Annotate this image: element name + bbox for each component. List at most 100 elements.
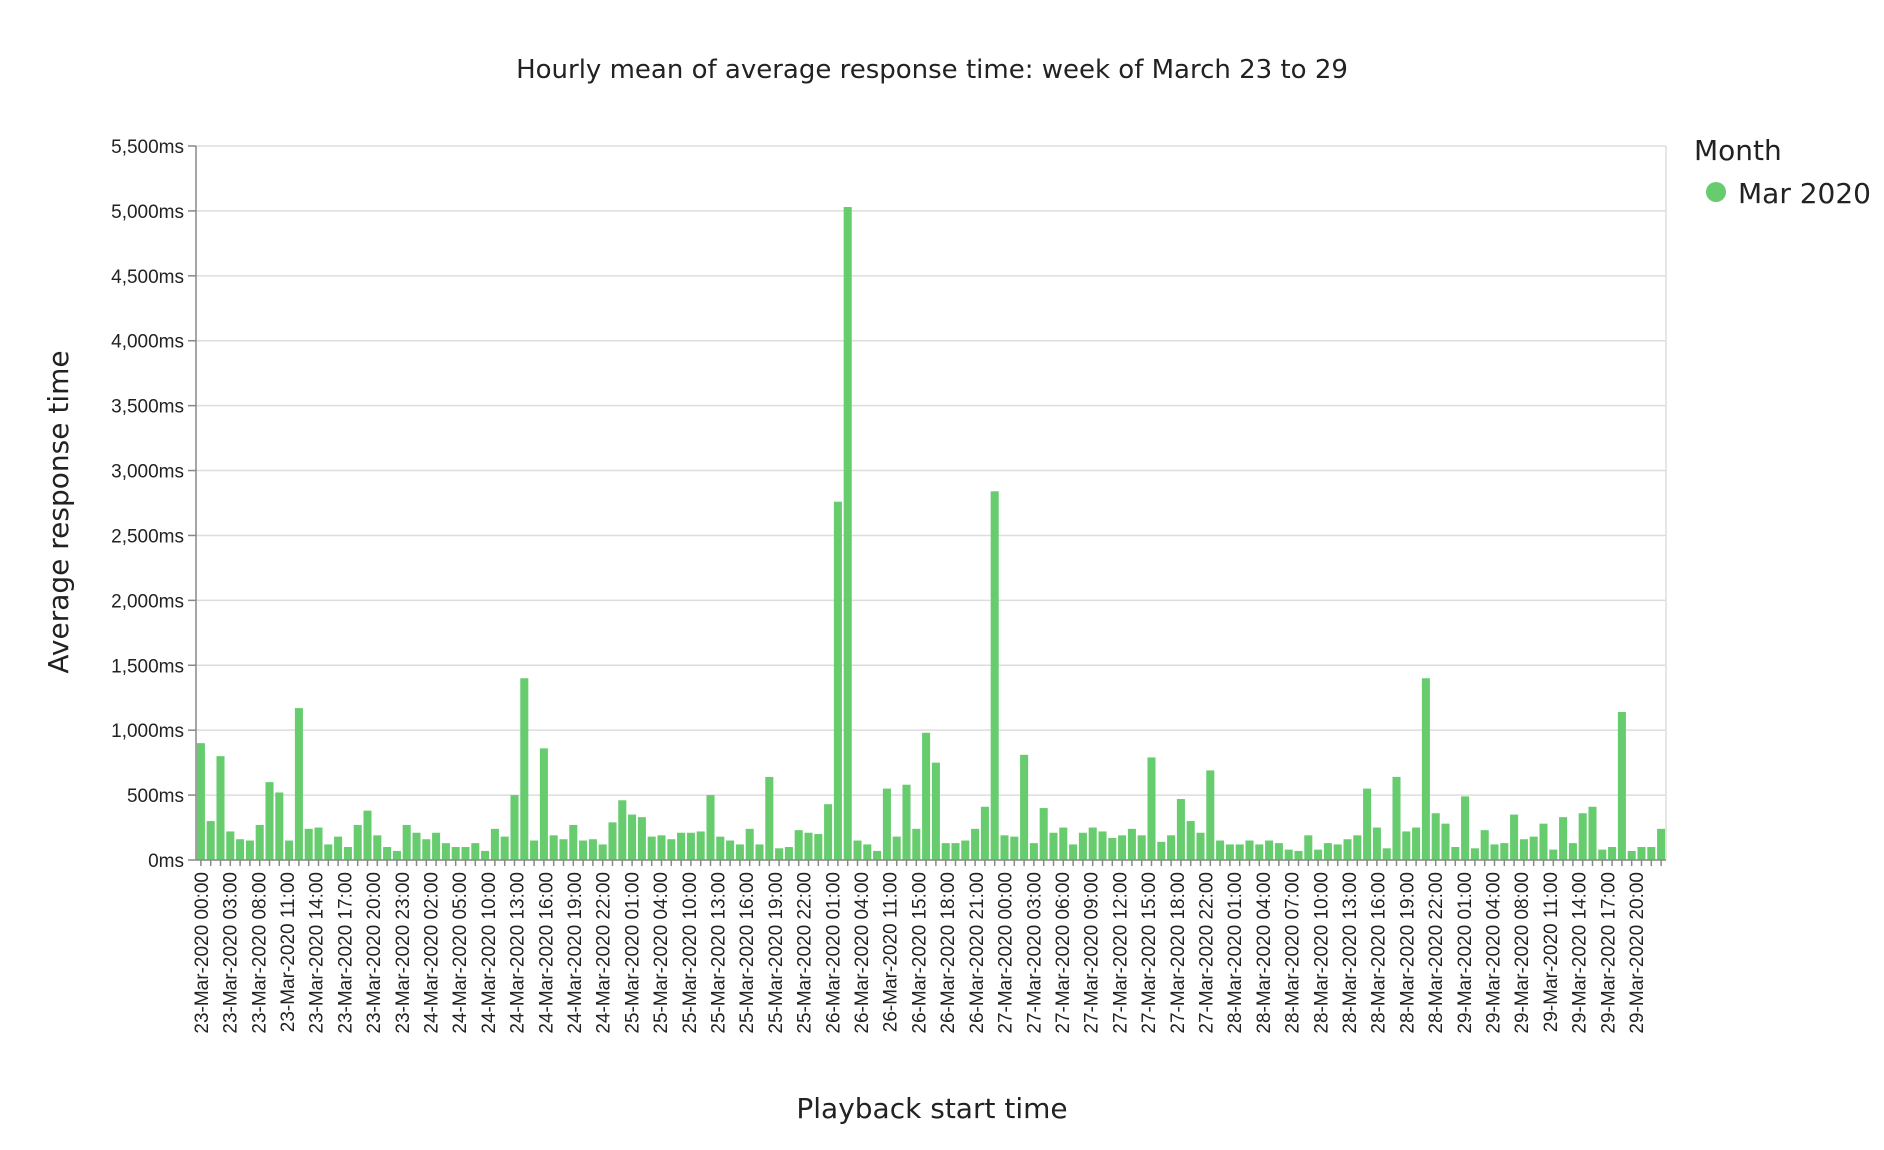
bar	[569, 824, 578, 860]
bar	[1333, 844, 1342, 860]
bar	[530, 840, 539, 860]
bar	[265, 782, 274, 860]
bar	[922, 732, 931, 860]
bar	[1343, 839, 1352, 860]
bar	[1402, 831, 1411, 860]
x-tick-label: 27-Mar-2020 15:00	[1139, 872, 1160, 1034]
bar	[1176, 798, 1185, 860]
bar	[637, 817, 646, 860]
bar	[490, 828, 499, 860]
bar	[1441, 823, 1450, 860]
bar	[961, 840, 970, 860]
x-tick-label: 25-Mar-2020 16:00	[737, 872, 758, 1034]
x-tick-label: 27-Mar-2020 00:00	[996, 872, 1017, 1034]
bar	[716, 836, 725, 860]
grid-layer	[196, 145, 1667, 861]
bar	[334, 836, 343, 860]
bar	[628, 814, 637, 860]
bar	[990, 491, 999, 860]
y-tick-label: 0ms	[148, 851, 184, 872]
bar	[245, 840, 254, 860]
y-tick-label: 4,000ms	[111, 332, 184, 353]
bar	[539, 748, 548, 860]
bar	[1265, 840, 1274, 860]
x-tick-label: 26-Mar-2020 18:00	[938, 872, 959, 1034]
bar	[1568, 843, 1577, 860]
bar	[1167, 835, 1176, 860]
legend-swatch	[1706, 182, 1726, 202]
x-tick-label: 26-Mar-2020 21:00	[967, 872, 988, 1034]
bar	[1470, 848, 1479, 860]
bar	[677, 832, 686, 860]
bar	[275, 792, 284, 860]
bar	[432, 832, 441, 860]
x-tick-label: 25-Mar-2020 13:00	[709, 872, 730, 1034]
bar	[980, 806, 989, 860]
bar	[559, 839, 568, 860]
bar	[647, 836, 656, 860]
bar	[1127, 828, 1136, 860]
legend-title: Month	[1694, 134, 1782, 167]
bar	[1461, 796, 1470, 860]
bar	[1353, 835, 1362, 860]
bar	[1500, 843, 1509, 860]
bar	[1137, 835, 1146, 860]
bar	[1098, 831, 1107, 860]
bar	[1147, 757, 1156, 860]
bar	[373, 835, 382, 860]
bar-layer	[196, 207, 1666, 861]
bar	[196, 743, 205, 860]
x-tick-label: 28-Mar-2020 01:00	[1225, 872, 1246, 1034]
x-tick-label: 28-Mar-2020 22:00	[1426, 872, 1447, 1034]
bar	[1627, 850, 1636, 860]
bar	[1363, 788, 1372, 860]
x-tick-label: 23-Mar-2020 20:00	[364, 872, 385, 1034]
bar	[1451, 847, 1460, 860]
x-tick-label: 26-Mar-2020 01:00	[823, 872, 844, 1034]
x-tick-label: 29-Mar-2020 11:00	[1541, 872, 1562, 1032]
x-tick-label: 28-Mar-2020 10:00	[1311, 872, 1332, 1034]
x-tick-label: 25-Mar-2020 22:00	[795, 872, 816, 1034]
bar	[1559, 817, 1568, 860]
bar	[598, 844, 607, 860]
x-tick-label: 24-Mar-2020 22:00	[594, 872, 615, 1034]
bar	[912, 828, 921, 860]
bar	[1598, 849, 1607, 860]
bar	[1510, 814, 1519, 860]
x-tick-label: 27-Mar-2020 06:00	[1053, 872, 1074, 1034]
bar	[1069, 844, 1078, 860]
bar	[745, 828, 754, 860]
bar	[461, 847, 470, 860]
bar	[588, 839, 597, 860]
bar	[255, 824, 264, 860]
bar	[686, 832, 695, 860]
bar	[579, 840, 588, 860]
bar	[1617, 712, 1626, 860]
y-tick-label: 2,000ms	[111, 591, 184, 612]
bar	[1578, 813, 1587, 860]
bar	[755, 844, 764, 860]
bar	[353, 824, 362, 860]
bar	[1078, 832, 1087, 860]
bar	[510, 795, 519, 860]
x-tick-label: 26-Mar-2020 11:00	[881, 872, 902, 1032]
bar	[608, 822, 617, 860]
y-tick-label: 1,500ms	[111, 656, 184, 677]
bar	[1539, 823, 1548, 860]
bar	[500, 836, 509, 860]
bar	[1382, 848, 1391, 860]
bar	[804, 832, 813, 860]
legend: Month Mar 2020	[1694, 134, 1871, 210]
x-tick-label: 23-Mar-2020 11:00	[278, 872, 299, 1032]
x-tick-label: 24-Mar-2020 02:00	[422, 872, 443, 1034]
bar	[1186, 821, 1195, 860]
x-tick-label: 27-Mar-2020 12:00	[1110, 872, 1131, 1034]
bar	[1637, 847, 1646, 860]
bar	[1392, 776, 1401, 860]
bar	[696, 831, 705, 860]
bar	[294, 708, 303, 860]
bar	[1431, 813, 1440, 860]
x-tick-label: 27-Mar-2020 18:00	[1168, 872, 1189, 1034]
bar	[784, 847, 793, 860]
